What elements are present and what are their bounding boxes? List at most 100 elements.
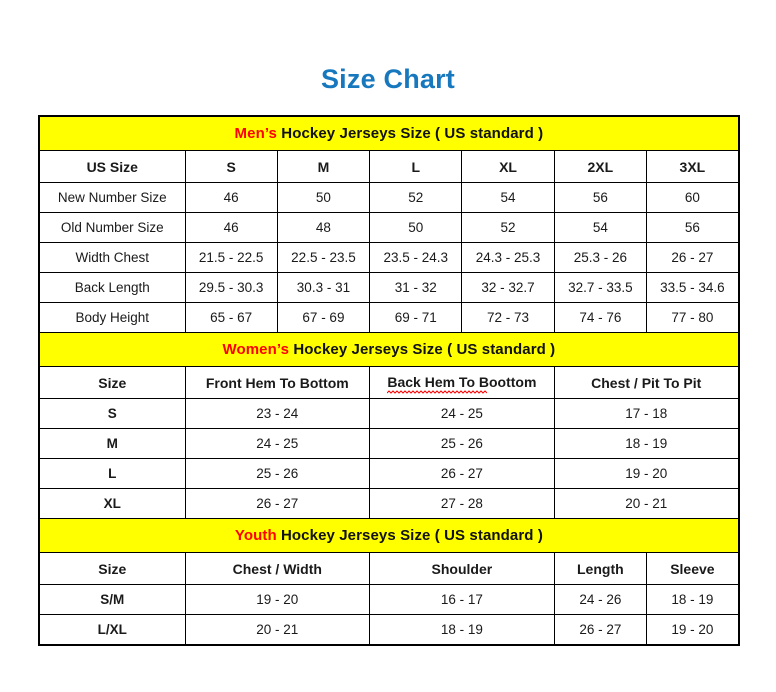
section-banner-text-womens: Women’s Hockey Jerseys Size ( US standar… — [38, 332, 740, 367]
size-chart-table: Men’s Hockey Jerseys Size ( US standard … — [38, 115, 740, 646]
column-header-mens-4: XL — [461, 150, 555, 183]
column-header-womens-3: Chest / Pit To Pit — [553, 366, 740, 399]
cell-mens-0-1: 50 — [276, 182, 371, 213]
table-row: L/XL 20 - 21 18 - 19 26 - 27 19 - 20 — [38, 614, 740, 646]
section-banner-womens: Women’s Hockey Jerseys Size ( US standar… — [38, 332, 740, 367]
cell-womens-1-2: 18 - 19 — [553, 428, 740, 459]
cell-mens-3-5: 33.5 - 34.6 — [645, 272, 740, 303]
section-banner-mens: Men’s Hockey Jerseys Size ( US standard … — [38, 115, 740, 151]
cell-mens-4-1: 67 - 69 — [276, 302, 371, 333]
table-row: New Number Size 46 50 52 54 56 60 — [38, 182, 740, 213]
cell-mens-1-3: 52 — [461, 212, 555, 243]
table-row: S/M 19 - 20 16 - 17 24 - 26 18 - 19 — [38, 584, 740, 615]
row-label-youth-0: S/M — [38, 584, 186, 615]
section-category-youth: Youth — [234, 527, 277, 544]
column-header-youth-4: Sleeve — [645, 552, 740, 585]
cell-mens-2-5: 26 - 27 — [645, 242, 740, 273]
row-label-womens-1: M — [38, 428, 186, 459]
cell-womens-1-0: 24 - 25 — [184, 428, 371, 459]
cell-womens-3-2: 20 - 21 — [553, 488, 740, 519]
column-header-womens-0: Size — [38, 366, 186, 399]
table-row: Width Chest 21.5 - 22.5 22.5 - 23.5 23.5 - … — [38, 242, 740, 273]
column-header-mens-5: 2XL — [553, 150, 647, 183]
row-label-mens-4: Body Height — [38, 302, 186, 333]
column-header-womens-2: Back Hem To Boottom — [369, 366, 555, 399]
table-row: L 25 - 26 26 - 27 19 - 20 — [38, 458, 740, 489]
cell-youth-0-2: 24 - 26 — [553, 584, 647, 615]
cell-mens-0-5: 60 — [645, 182, 740, 213]
cell-youth-0-1: 16 - 17 — [369, 584, 555, 615]
cell-womens-2-1: 26 - 27 — [369, 458, 555, 489]
cell-mens-4-5: 77 - 80 — [645, 302, 740, 333]
cell-youth-1-0: 20 - 21 — [184, 614, 371, 646]
cell-mens-4-0: 65 - 67 — [184, 302, 278, 333]
cell-mens-2-2: 23.5 - 24.3 — [369, 242, 463, 273]
table-row: Body Height 65 - 67 67 - 69 69 - 71 72 - 73 7… — [38, 302, 740, 333]
cell-mens-1-1: 48 — [276, 212, 371, 243]
cell-mens-4-2: 69 - 71 — [369, 302, 463, 333]
cell-mens-0-3: 54 — [461, 182, 555, 213]
section-banner-text-mens: Men’s Hockey Jerseys Size ( US standard … — [38, 115, 740, 151]
cell-womens-0-0: 23 - 24 — [184, 398, 371, 429]
column-header-mens-0: US Size — [38, 150, 186, 183]
row-label-mens-3: Back Length — [38, 272, 186, 303]
size-chart-container: Men’s Hockey Jerseys Size ( US standard … — [38, 115, 740, 646]
column-header-youth-2: Shoulder — [369, 552, 555, 585]
row-label-womens-0: S — [38, 398, 186, 429]
table-row: XL 26 - 27 27 - 28 20 - 21 — [38, 488, 740, 519]
section-banner-rest-youth: Hockey Jerseys Size ( US standard ) — [276, 527, 543, 544]
table-row: Old Number Size 46 48 50 52 54 56 — [38, 212, 740, 243]
cell-youth-1-1: 18 - 19 — [369, 614, 555, 646]
cell-mens-4-4: 74 - 76 — [553, 302, 647, 333]
cell-mens-2-4: 25.3 - 26 — [553, 242, 647, 273]
cell-womens-0-2: 17 - 18 — [553, 398, 740, 429]
column-header-mens-6: 3XL — [645, 150, 740, 183]
column-header-mens-3: L — [369, 150, 463, 183]
row-label-mens-0: New Number Size — [38, 182, 186, 213]
misspelled-text: Back Hem To Boottom — [387, 374, 536, 394]
column-header-row-youth: Size Chest / Width Shoulder Length Sleeve — [38, 552, 740, 585]
cell-mens-0-0: 46 — [184, 182, 278, 213]
cell-mens-1-4: 54 — [553, 212, 647, 243]
cell-youth-1-2: 26 - 27 — [553, 614, 647, 646]
row-label-youth-1: L/XL — [38, 614, 186, 646]
cell-womens-2-2: 19 - 20 — [553, 458, 740, 489]
cell-mens-2-0: 21.5 - 22.5 — [184, 242, 278, 273]
cell-mens-2-1: 22.5 - 23.5 — [276, 242, 371, 273]
section-banner-rest-mens: Hockey Jerseys Size ( US standard ) — [277, 125, 544, 142]
section-banner-text-youth: Youth Hockey Jerseys Size ( US standard … — [38, 518, 740, 553]
cell-youth-1-3: 19 - 20 — [645, 614, 740, 646]
row-label-mens-1: Old Number Size — [38, 212, 186, 243]
cell-mens-3-3: 32 - 32.7 — [461, 272, 555, 303]
cell-mens-3-2: 31 - 32 — [369, 272, 463, 303]
column-header-youth-0: Size — [38, 552, 186, 585]
section-category-mens: Men’s — [234, 125, 277, 142]
column-header-row-womens: Size Front Hem To Bottom Back Hem To Boott… — [38, 366, 740, 399]
row-label-womens-3: XL — [38, 488, 186, 519]
cell-mens-0-4: 56 — [553, 182, 647, 213]
cell-mens-3-1: 30.3 - 31 — [276, 272, 371, 303]
cell-mens-4-3: 72 - 73 — [461, 302, 555, 333]
column-header-womens-1: Front Hem To Bottom — [184, 366, 371, 399]
cell-womens-1-1: 25 - 26 — [369, 428, 555, 459]
section-banner-youth: Youth Hockey Jerseys Size ( US standard … — [38, 518, 740, 553]
cell-youth-0-0: 19 - 20 — [184, 584, 371, 615]
column-header-mens-2: M — [276, 150, 371, 183]
table-row: Back Length 29.5 - 30.3 30.3 - 31 31 - 32 32… — [38, 272, 740, 303]
column-header-youth-1: Chest / Width — [184, 552, 371, 585]
section-category-womens: Women’s — [222, 341, 290, 358]
row-label-mens-2: Width Chest — [38, 242, 186, 273]
cell-youth-0-3: 18 - 19 — [645, 584, 740, 615]
cell-mens-3-4: 32.7 - 33.5 — [553, 272, 647, 303]
cell-mens-2-3: 24.3 - 25.3 — [461, 242, 555, 273]
cell-womens-3-1: 27 - 28 — [369, 488, 555, 519]
column-header-row-mens: US Size S M L XL 2XL 3XL — [38, 150, 740, 183]
cell-mens-1-0: 46 — [184, 212, 278, 243]
column-header-mens-1: S — [184, 150, 278, 183]
column-header-youth-3: Length — [553, 552, 647, 585]
cell-womens-3-0: 26 - 27 — [184, 488, 371, 519]
cell-mens-1-5: 56 — [645, 212, 740, 243]
row-label-womens-2: L — [38, 458, 186, 489]
table-row: S 23 - 24 24 - 25 17 - 18 — [38, 398, 740, 429]
